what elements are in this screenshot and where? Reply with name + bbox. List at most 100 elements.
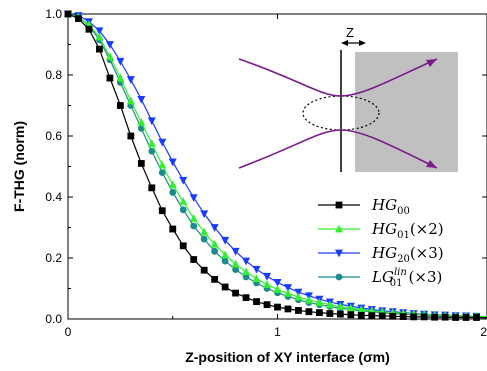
legend-label: HG00 (371, 196, 410, 217)
data-point (242, 267, 251, 276)
legend-item-1: HG01(×2) (318, 220, 444, 241)
legend-base: LG (371, 268, 394, 286)
data-point (147, 139, 156, 148)
data-point (410, 313, 418, 321)
legend-marker (335, 249, 343, 258)
axes: 0.00.20.40.60.81.00 1 2 (45, 7, 487, 339)
data-point (252, 274, 261, 283)
data-point (273, 285, 282, 293)
data-point (137, 160, 145, 167)
data-point (473, 314, 480, 321)
beam-upper (238, 58, 438, 97)
data-point (462, 314, 470, 321)
data-point (336, 310, 344, 318)
data-point (106, 74, 114, 82)
data-point (232, 289, 239, 297)
beam-lower (238, 129, 438, 169)
data-point (399, 313, 407, 320)
data-point (148, 147, 156, 155)
data-point (158, 138, 167, 147)
data-point (283, 284, 292, 292)
data-point (231, 259, 240, 268)
data-point (158, 207, 166, 215)
x-tick-label: 1 (274, 325, 281, 339)
data-point (357, 311, 365, 319)
legend-marker (335, 273, 343, 281)
data-point (336, 302, 345, 310)
data-point (85, 25, 93, 33)
data-point (431, 313, 439, 321)
data-point (116, 102, 124, 109)
z-arrow-head (359, 40, 366, 46)
legend-base: HG (371, 196, 397, 214)
data-point (274, 303, 281, 311)
data-point (169, 189, 177, 196)
data-point (347, 311, 355, 319)
data-point (378, 312, 386, 320)
y-tick-label: 0.6 (45, 129, 62, 143)
data-point (179, 206, 187, 214)
data-point (116, 57, 125, 66)
data-point (105, 52, 114, 61)
data-point (189, 194, 198, 203)
data-point (253, 298, 260, 306)
y-tick-label: 0.2 (45, 251, 62, 265)
y-tick-label: 0.0 (45, 312, 62, 326)
data-point (389, 312, 397, 320)
data-point (200, 210, 209, 219)
data-point (64, 10, 72, 18)
data-point (232, 266, 240, 273)
data-point (148, 184, 156, 192)
data-point (96, 45, 103, 53)
data-point (283, 288, 292, 297)
y-tick-label: 0.4 (45, 190, 62, 204)
data-point (242, 273, 250, 281)
data-point (190, 256, 198, 263)
legend-suffix: (×3) (409, 268, 443, 286)
arrow-head-lower (426, 160, 437, 168)
data-point (294, 292, 303, 301)
data-point (304, 295, 313, 304)
data-point (325, 300, 334, 309)
data-point (263, 301, 271, 309)
data-point (357, 305, 366, 313)
data-point (116, 73, 125, 82)
data-point (200, 235, 208, 243)
y-tick-label: 1.0 (45, 7, 62, 21)
data-point (179, 197, 188, 205)
data-point (284, 305, 292, 313)
data-point (346, 303, 355, 312)
data-point (315, 298, 324, 306)
data-point (231, 247, 240, 256)
series-0 (64, 10, 487, 321)
x-tick-label: 0 (65, 325, 72, 339)
data-point (168, 158, 177, 167)
x-axis-title: Z-position of XY interface (σm) (185, 349, 390, 365)
legend-sub: 01 (390, 278, 403, 289)
data-point (263, 280, 272, 288)
y-axis-title: F-THG (norm) (11, 121, 27, 212)
data-point (137, 117, 146, 126)
data-point (210, 239, 219, 248)
legend-sup: lin (394, 267, 407, 278)
legend-suffix: (×3) (410, 244, 444, 262)
legend-marker (335, 201, 343, 209)
data-point (168, 180, 177, 189)
data-point (367, 306, 376, 315)
inset-diagram: Z (238, 25, 458, 172)
data-point (137, 96, 146, 104)
data-point (441, 313, 449, 321)
data-point (158, 169, 166, 177)
arrow-head-upper (426, 59, 437, 67)
data-point (295, 307, 302, 314)
data-point (316, 309, 323, 316)
data-point (190, 222, 198, 230)
data-point (189, 213, 198, 222)
data-point (126, 96, 135, 105)
data-point (158, 160, 167, 169)
legend-sub: 00 (397, 206, 410, 217)
data-point (326, 310, 334, 317)
data-point (252, 265, 261, 274)
legend-suffix: (×2) (410, 220, 444, 238)
